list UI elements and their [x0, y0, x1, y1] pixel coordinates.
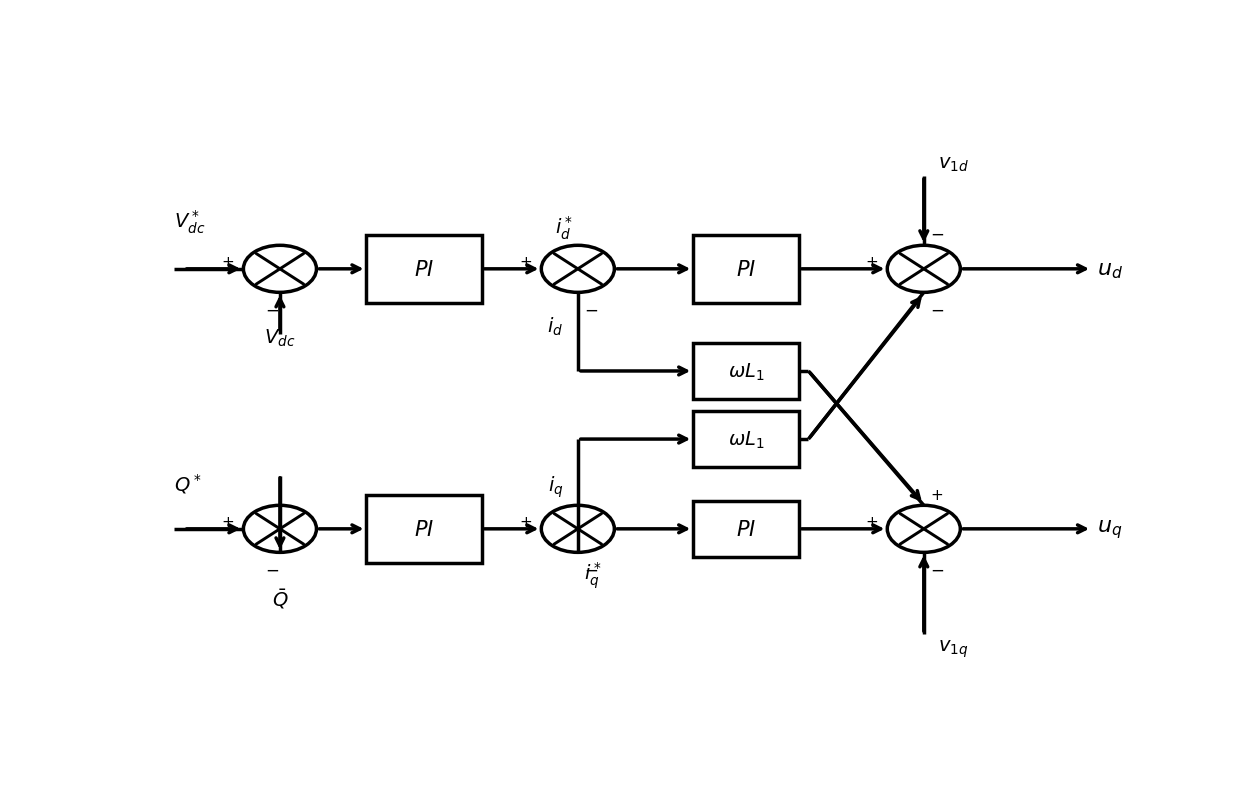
Text: $+$: $+$ — [864, 514, 878, 529]
Text: $+$: $+$ — [221, 255, 234, 270]
Text: $v_{1q}$: $v_{1q}$ — [939, 638, 968, 658]
Text: $u_q$: $u_q$ — [1096, 518, 1122, 540]
Text: $V_{dc}$: $V_{dc}$ — [264, 327, 295, 349]
Text: $i_d^*$: $i_d^*$ — [556, 214, 573, 242]
Text: $\omega L_1$: $\omega L_1$ — [728, 429, 764, 450]
Text: $-$: $-$ — [930, 224, 944, 243]
Text: $V_{dc}^*$: $V_{dc}^*$ — [174, 208, 206, 235]
Text: $u_d$: $u_d$ — [1096, 259, 1122, 280]
Text: $+$: $+$ — [221, 514, 234, 529]
Text: $i_d$: $i_d$ — [547, 315, 563, 337]
Text: $i_q$: $i_q$ — [548, 474, 563, 499]
FancyBboxPatch shape — [367, 495, 481, 563]
Text: $+$: $+$ — [930, 487, 942, 502]
Text: $-$: $-$ — [584, 560, 598, 578]
Text: $Q^*$: $Q^*$ — [174, 471, 202, 495]
Text: $v_{1d}$: $v_{1d}$ — [939, 155, 970, 173]
Text: $-$: $-$ — [265, 560, 279, 578]
Text: $-$: $-$ — [930, 300, 944, 318]
FancyBboxPatch shape — [693, 412, 799, 467]
Text: $+$: $+$ — [518, 514, 532, 529]
Text: $+$: $+$ — [518, 255, 532, 270]
FancyBboxPatch shape — [693, 235, 799, 304]
Text: $\omega L_1$: $\omega L_1$ — [728, 361, 764, 382]
Text: $-$: $-$ — [584, 300, 598, 318]
FancyBboxPatch shape — [693, 501, 799, 557]
Text: $PI$: $PI$ — [414, 259, 434, 279]
Text: $PI$: $PI$ — [414, 520, 434, 539]
Text: $PI$: $PI$ — [735, 520, 756, 539]
FancyBboxPatch shape — [367, 235, 481, 304]
Text: $+$: $+$ — [864, 255, 878, 270]
Text: $i_q^*$: $i_q^*$ — [584, 560, 601, 591]
FancyBboxPatch shape — [693, 344, 799, 399]
Text: $PI$: $PI$ — [735, 259, 756, 279]
Text: $-$: $-$ — [930, 560, 944, 578]
Text: $\bar{Q}$: $\bar{Q}$ — [272, 587, 288, 610]
Text: $-$: $-$ — [265, 300, 279, 318]
